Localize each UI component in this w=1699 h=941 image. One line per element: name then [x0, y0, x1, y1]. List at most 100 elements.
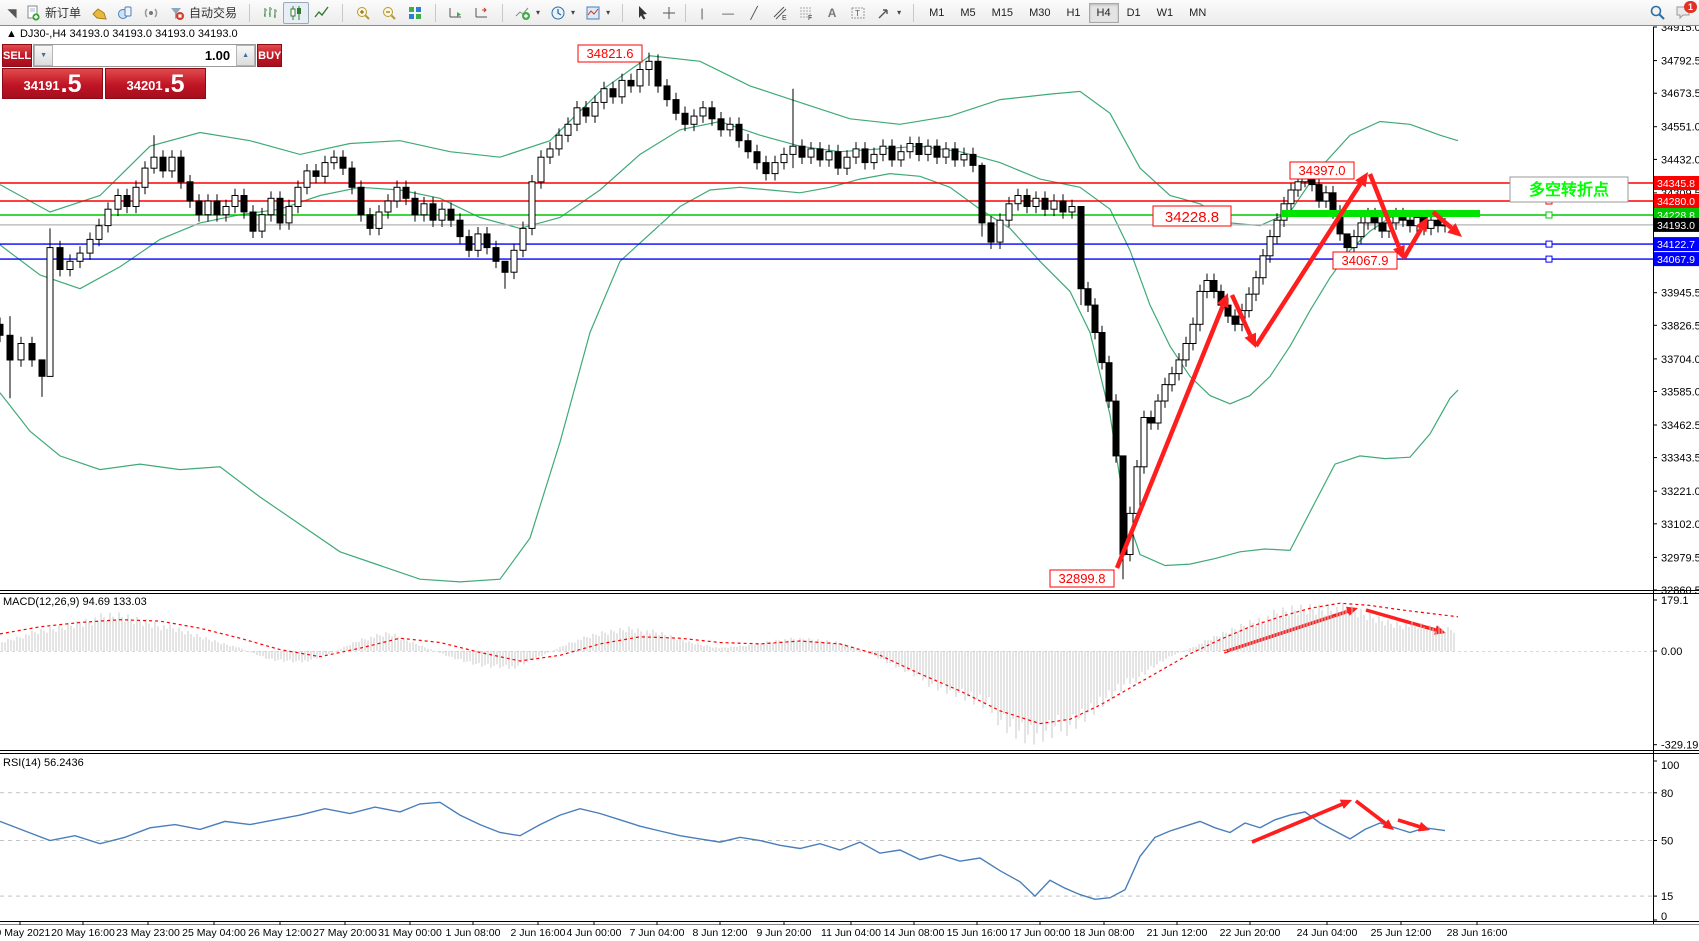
timeframe-m1[interactable]: M1: [929, 6, 945, 19]
text-tool-icon[interactable]: A: [827, 5, 837, 20]
templates-button[interactable]: ▾: [580, 2, 615, 24]
tile-windows-icon[interactable]: [402, 2, 428, 24]
periods-caret: ▾: [571, 8, 576, 17]
svg-text:0.00: 0.00: [1661, 646, 1682, 658]
svg-text:25 May 04:00: 25 May 04:00: [182, 927, 246, 939]
zoom-in-icon[interactable]: [350, 2, 376, 24]
market-watch-icon[interactable]: [86, 2, 112, 24]
svg-text:33945.5: 33945.5: [1661, 288, 1699, 300]
timeframe-m15[interactable]: M15: [991, 6, 1014, 19]
timeframe-m30[interactable]: M30: [1029, 6, 1051, 19]
shapes-arrow-icon: [876, 5, 892, 21]
auto-trading-icon: [169, 5, 185, 21]
turning-point-note[interactable]: 多空转折点: [1509, 176, 1629, 203]
lot-decrease-button[interactable]: ▼: [34, 45, 54, 66]
svg-text:F: F: [808, 15, 812, 21]
svg-text:34397.0: 34397.0: [1299, 163, 1346, 178]
main-toolbar: ◥ 新订单 自动交易: [0, 0, 1699, 26]
svg-text:31 May 00:00: 31 May 00:00: [378, 927, 442, 939]
svg-text:33826.5: 33826.5: [1661, 320, 1699, 332]
hline-tool-icon[interactable]: —: [722, 5, 735, 20]
svg-text:179.1: 179.1: [1661, 595, 1689, 607]
buy-price[interactable]: 34201 .5: [105, 68, 206, 99]
svg-text:32899.8: 32899.8: [1059, 571, 1106, 586]
svg-text:33343.5: 33343.5: [1661, 453, 1699, 465]
turning-point-bar[interactable]: [1281, 210, 1480, 217]
lot-increase-button[interactable]: ▲: [236, 45, 256, 66]
candlestick-type-icon[interactable]: [283, 1, 310, 24]
svg-text:34821.6: 34821.6: [587, 46, 634, 61]
svg-text:19 May 2021: 19 May 2021: [0, 927, 51, 939]
fibonacci-tool-icon[interactable]: F: [793, 2, 819, 24]
templates-icon: [585, 5, 601, 21]
signals-icon[interactable]: [138, 2, 164, 24]
trendline-tool-icon[interactable]: ╱: [750, 5, 758, 20]
svg-text:E: E: [782, 15, 787, 21]
rsi-line: [0, 801, 1446, 901]
app-icon: ◥: [7, 5, 17, 20]
notifications-icon[interactable]: 1: [1675, 0, 1697, 21]
svg-text:27 May 20:00: 27 May 20:00: [313, 927, 377, 939]
channel-tool-icon[interactable]: E: [767, 2, 793, 24]
label-tool-icon[interactable]: T: [845, 2, 871, 24]
line-chart-type-icon[interactable]: [309, 2, 335, 24]
cursor-tool-icon[interactable]: [630, 2, 656, 24]
macd-label: MACD(12,26,9) 94.69 133.03: [3, 596, 147, 608]
svg-text:20 May 16:00: 20 May 16:00: [51, 927, 115, 939]
timeframe-h4[interactable]: H4: [1088, 2, 1119, 23]
price-axis[interactable]: 34915.034792.534673.534551.034432.034309…: [1653, 22, 1699, 923]
timeframe-w1[interactable]: W1: [1156, 6, 1174, 19]
vline-tool-icon[interactable]: |: [700, 5, 704, 20]
lot-size-input[interactable]: [53, 45, 237, 66]
svg-text:33585.0: 33585.0: [1661, 387, 1699, 399]
new-order-button[interactable]: 新订单: [20, 1, 86, 24]
timeframe-mn[interactable]: MN: [1189, 6, 1207, 19]
buy-button[interactable]: BUY: [257, 44, 283, 67]
one-click-trading-widget: SELL ▼ ▲ BUY 34191 .5 34201 .5: [2, 44, 283, 99]
sell-price[interactable]: 34191 .5: [2, 68, 103, 99]
price-label-34067.9[interactable]: 34067.9: [1332, 251, 1398, 270]
svg-text:34673.5: 34673.5: [1661, 88, 1699, 100]
price-label-34397.0[interactable]: 34397.0: [1289, 161, 1355, 180]
svg-text:2 Jun 16:00: 2 Jun 16:00: [511, 927, 566, 939]
svg-text:9 Jun 20:00: 9 Jun 20:00: [757, 927, 812, 939]
shapes-button[interactable]: ▾: [871, 2, 906, 24]
svg-text:34122.7: 34122.7: [1657, 239, 1695, 251]
timeframe-group: M1 M5 M15 M30 H1 H4 D1 W1 MN: [917, 0, 1218, 25]
svg-text:21 Jun 12:00: 21 Jun 12:00: [1147, 927, 1208, 939]
timeframe-h1[interactable]: H1: [1066, 6, 1081, 19]
indicators-caret: ▾: [536, 8, 541, 17]
sell-price-frac: .5: [60, 70, 82, 98]
svg-text:22 Jun 20:00: 22 Jun 20:00: [1220, 927, 1281, 939]
chart-shift-icon[interactable]: [469, 2, 495, 24]
price-label-32899.8[interactable]: 32899.8: [1049, 569, 1115, 588]
auto-trading-button[interactable]: 自动交易: [164, 1, 242, 24]
crosshair-tool-icon[interactable]: [656, 2, 682, 24]
periods-button[interactable]: ▾: [545, 2, 580, 24]
zoom-out-icon[interactable]: [376, 2, 402, 24]
svg-text:34193.0: 34193.0: [1657, 220, 1695, 232]
bollinger-upper[interactable]: [0, 55, 1459, 227]
timeframe-m5[interactable]: M5: [960, 6, 976, 19]
rsi-label: RSI(14) 56.2436: [3, 757, 84, 769]
indicators-button[interactable]: ▾: [510, 2, 545, 24]
indicators-icon: [515, 5, 531, 21]
search-icon[interactable]: [1649, 5, 1665, 21]
bar-chart-type-icon[interactable]: [257, 2, 283, 24]
data-window-icon[interactable]: [112, 2, 138, 24]
auto-scroll-icon[interactable]: [443, 2, 469, 24]
svg-text:34345.8: 34345.8: [1657, 178, 1695, 190]
templates-caret: ▾: [606, 8, 611, 17]
buy-price-main: 34201: [126, 78, 163, 93]
timeframe-d1[interactable]: D1: [1126, 6, 1141, 19]
price-label-34821.6[interactable]: 34821.6: [577, 44, 643, 63]
symbol-info: ▲ DJ30-,H4 34193.0 34193.0 34193.0 34193…: [6, 28, 238, 40]
sell-button[interactable]: SELL: [2, 44, 33, 67]
svg-text:7 Jun 04:00: 7 Jun 04:00: [630, 927, 685, 939]
sell-price-main: 34191: [23, 78, 60, 93]
price-label-34228.8[interactable]: 34228.8: [1152, 205, 1232, 227]
bollinger-lower[interactable]: [0, 172, 1459, 583]
svg-text:17 Jun 00:00: 17 Jun 00:00: [1010, 927, 1071, 939]
